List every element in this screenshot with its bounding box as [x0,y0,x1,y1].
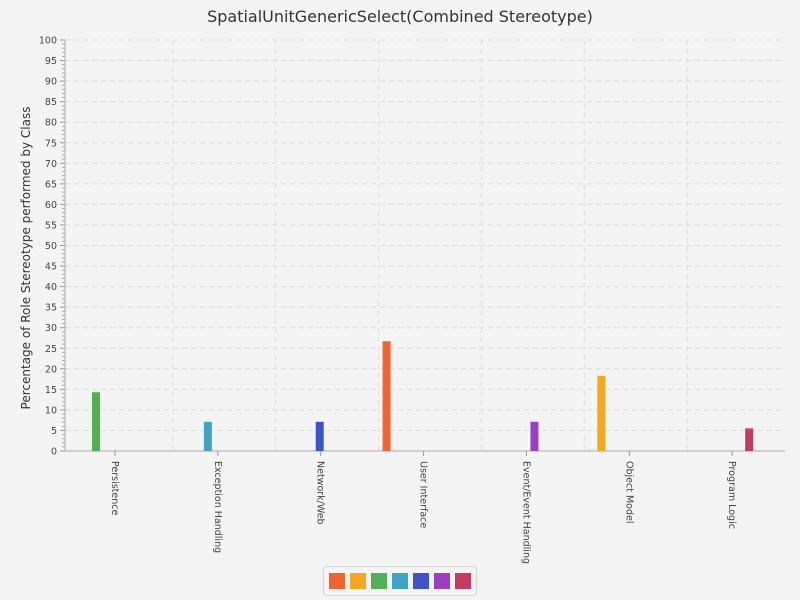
chart-title: SpatialUnitGenericSelect(Combined Stereo… [207,7,593,26]
y-tick-label: 50 [45,241,57,252]
legend-swatch[interactable] [434,573,450,589]
legend-swatch[interactable] [392,573,408,589]
y-tick-label: 40 [45,282,57,293]
bars [92,341,754,451]
y-tick-label: 90 [45,77,57,88]
y-tick-label: 75 [45,138,57,149]
axes [60,39,785,456]
y-tick-label: 15 [45,385,57,396]
legend-swatch[interactable] [455,573,471,589]
grid [65,39,785,451]
legend-swatch[interactable] [413,573,429,589]
legend-swatch[interactable] [329,573,345,589]
x-tick-label: Object Model [623,461,634,523]
x-tick-label: User Interface [418,461,429,528]
bar[interactable] [203,421,212,451]
x-tick-label: Event/Event Handling [520,461,531,564]
legend-swatch[interactable] [350,573,366,589]
bar[interactable] [315,421,324,451]
bar[interactable] [530,421,539,451]
bar[interactable] [745,428,754,451]
y-tick-label: 10 [45,405,57,416]
y-tick-label: 65 [45,179,57,190]
bar[interactable] [597,375,606,451]
y-tick-label: 30 [45,323,57,334]
x-tick-label: Program Logic [726,461,737,529]
y-tick-label: 100 [39,36,57,47]
x-tick-label: Network/Web [315,461,326,525]
bar[interactable] [382,341,391,451]
legend [323,566,477,596]
x-tick-label: Exception Handling [212,461,223,553]
legend-swatch[interactable] [371,573,387,589]
y-tick-label: 80 [45,118,57,129]
y-axis-label: Percentage of Role Stereotype performed … [19,107,33,410]
y-tick-label: 45 [45,262,57,273]
y-tick-label: 55 [45,220,57,231]
y-tick-label: 35 [45,303,57,314]
x-tick-label: Persistence [109,461,120,515]
y-tick-label: 60 [45,200,57,211]
y-tick-label: 95 [45,56,57,67]
y-tick-label: 70 [45,159,57,170]
y-tick-label: 0 [51,447,57,458]
y-tick-label: 20 [45,364,57,375]
y-tick-label: 85 [45,97,57,108]
bar[interactable] [92,392,100,451]
y-tick-label: 5 [51,426,57,437]
labels: Percentage of Role Stereotype performed … [19,36,737,565]
y-tick-label: 25 [45,344,57,355]
